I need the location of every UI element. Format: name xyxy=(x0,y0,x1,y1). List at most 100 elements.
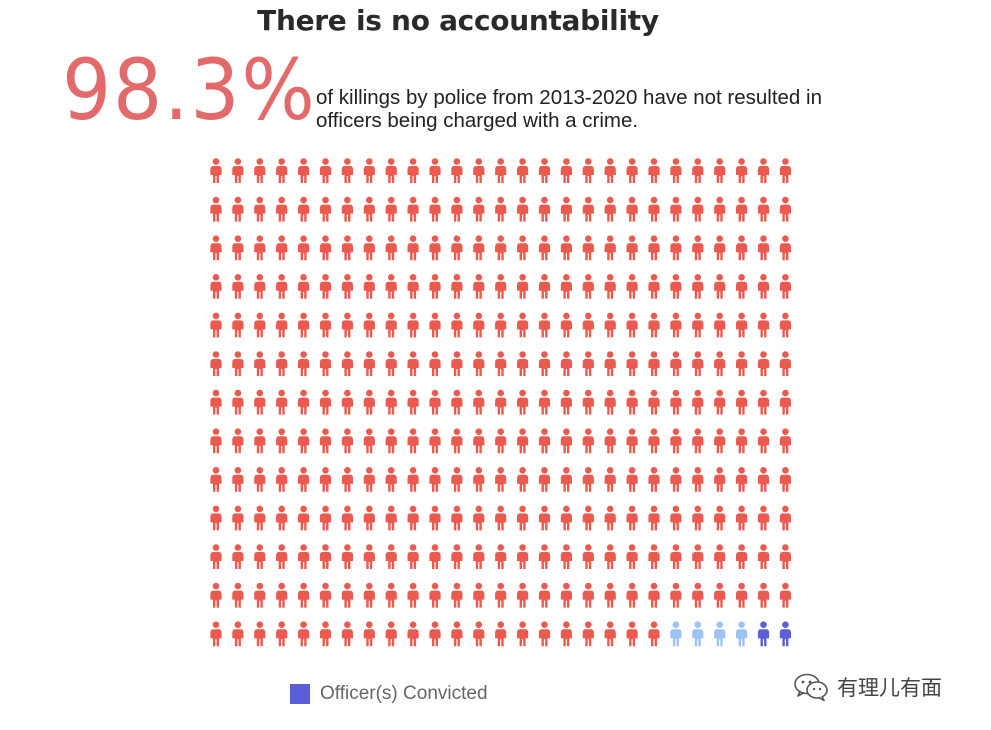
person-icon-not_charged xyxy=(232,274,244,300)
person-icon-not_charged xyxy=(714,235,726,261)
person-icon-not_charged xyxy=(451,621,463,647)
person-icon-not_charged xyxy=(473,158,485,184)
person-icon-not_charged xyxy=(319,312,332,338)
person-icon-not_charged xyxy=(495,312,507,338)
person-icon-not_charged xyxy=(341,235,353,261)
person-icon-not_charged xyxy=(232,428,244,454)
person-icon-not_charged xyxy=(692,544,704,570)
watermark-text: 有理儿有面 xyxy=(837,676,942,700)
person-icon-not_charged xyxy=(648,389,660,416)
person-icon-not_charged xyxy=(210,389,222,416)
person-icon-not_charged xyxy=(341,158,353,184)
person-icon-not_charged xyxy=(319,544,332,570)
person-icon-not_charged xyxy=(692,351,704,377)
person-icon-charged xyxy=(714,621,726,647)
person-icon-not_charged xyxy=(604,621,616,647)
person-icon-not_charged xyxy=(582,389,594,416)
person-icon-not_charged xyxy=(648,582,660,609)
person-icon-not_charged xyxy=(648,235,660,261)
person-icon-not_charged xyxy=(714,505,726,531)
person-icon-not_charged xyxy=(232,544,244,570)
person-icon-not_charged xyxy=(626,505,638,531)
person-icon-not_charged xyxy=(582,428,594,454)
person-icon-not_charged xyxy=(670,235,682,261)
person-icon-not_charged xyxy=(276,235,288,261)
person-icon-not_charged xyxy=(429,389,441,416)
person-icon-not_charged xyxy=(582,235,594,261)
person-icon-not_charged xyxy=(582,467,594,493)
person-icon-not_charged xyxy=(254,428,266,454)
person-icon-not_charged xyxy=(538,621,551,647)
person-icon-not_charged xyxy=(298,467,310,493)
person-icon-charged xyxy=(736,621,748,647)
person-icon-not_charged xyxy=(210,158,222,184)
person-icon-not_charged xyxy=(407,544,419,570)
person-icon-not_charged xyxy=(692,428,704,454)
person-icon-not_charged xyxy=(757,312,770,338)
person-icon-not_charged xyxy=(648,158,660,184)
person-icon-not_charged xyxy=(714,389,726,416)
person-icon-not_charged xyxy=(670,505,682,531)
person-icon-not_charged xyxy=(648,621,660,647)
person-icon-not_charged xyxy=(276,467,288,493)
person-icon-not_charged xyxy=(254,274,266,300)
person-icon-not_charged xyxy=(254,196,266,223)
person-icon-not_charged xyxy=(538,274,551,300)
person-icon-not_charged xyxy=(276,351,288,377)
person-icon-not_charged xyxy=(254,351,266,377)
person-icon-not_charged xyxy=(363,544,375,570)
person-icon-not_charged xyxy=(714,428,726,454)
person-icon-not_charged xyxy=(451,582,463,609)
person-icon-not_charged xyxy=(254,389,266,416)
person-icon-not_charged xyxy=(341,312,353,338)
person-icon-not_charged xyxy=(626,351,638,377)
person-icon-not_charged xyxy=(385,582,397,609)
person-icon-not_charged xyxy=(298,544,310,570)
person-icon-not_charged xyxy=(670,158,682,184)
person-icon-not_charged xyxy=(648,467,660,493)
person-icon-not_charged xyxy=(319,428,332,454)
person-icon-not_charged xyxy=(407,621,419,647)
person-icon-not_charged xyxy=(451,428,463,454)
person-icon-not_charged xyxy=(517,582,529,609)
person-icon-not_charged xyxy=(232,312,244,338)
person-icon-not_charged xyxy=(538,505,551,531)
person-icon-not_charged xyxy=(736,428,748,454)
person-icon-not_charged xyxy=(232,351,244,377)
person-icon-not_charged xyxy=(582,196,594,223)
person-icon-not_charged xyxy=(210,505,222,531)
person-icon-not_charged xyxy=(648,196,660,223)
person-icon-not_charged xyxy=(341,505,353,531)
person-icon-not_charged xyxy=(495,428,507,454)
person-icon-not_charged xyxy=(319,274,332,300)
person-icon-not_charged xyxy=(779,389,791,416)
person-icon-not_charged xyxy=(451,274,463,300)
person-icon-not_charged xyxy=(692,467,704,493)
person-icon-not_charged xyxy=(451,312,463,338)
person-icon-not_charged xyxy=(298,582,310,609)
person-icon-not_charged xyxy=(232,467,244,493)
person-icon-not_charged xyxy=(254,467,266,493)
person-icon-not_charged xyxy=(407,389,419,416)
person-icon-not_charged xyxy=(604,544,616,570)
person-icon-not_charged xyxy=(648,274,660,300)
person-icon-not_charged xyxy=(385,428,397,454)
person-icon-not_charged xyxy=(429,544,441,570)
person-icon-not_charged xyxy=(604,351,616,377)
person-icon-not_charged xyxy=(582,505,594,531)
person-icon-not_charged xyxy=(341,274,353,300)
person-icon-not_charged xyxy=(276,428,288,454)
person-icon-not_charged xyxy=(429,274,441,300)
person-icon-not_charged xyxy=(538,196,551,223)
person-icon-not_charged xyxy=(560,544,572,570)
person-icon-not_charged xyxy=(714,312,726,338)
person-icon-not_charged xyxy=(407,582,419,609)
person-icon-not_charged xyxy=(407,467,419,493)
person-icon-not_charged xyxy=(626,428,638,454)
person-icon-not_charged xyxy=(495,158,507,184)
person-icon-not_charged xyxy=(473,312,485,338)
person-icon-not_charged xyxy=(626,312,638,338)
person-icon-not_charged xyxy=(626,274,638,300)
person-icon-not_charged xyxy=(319,467,332,493)
person-icon-not_charged xyxy=(473,235,485,261)
